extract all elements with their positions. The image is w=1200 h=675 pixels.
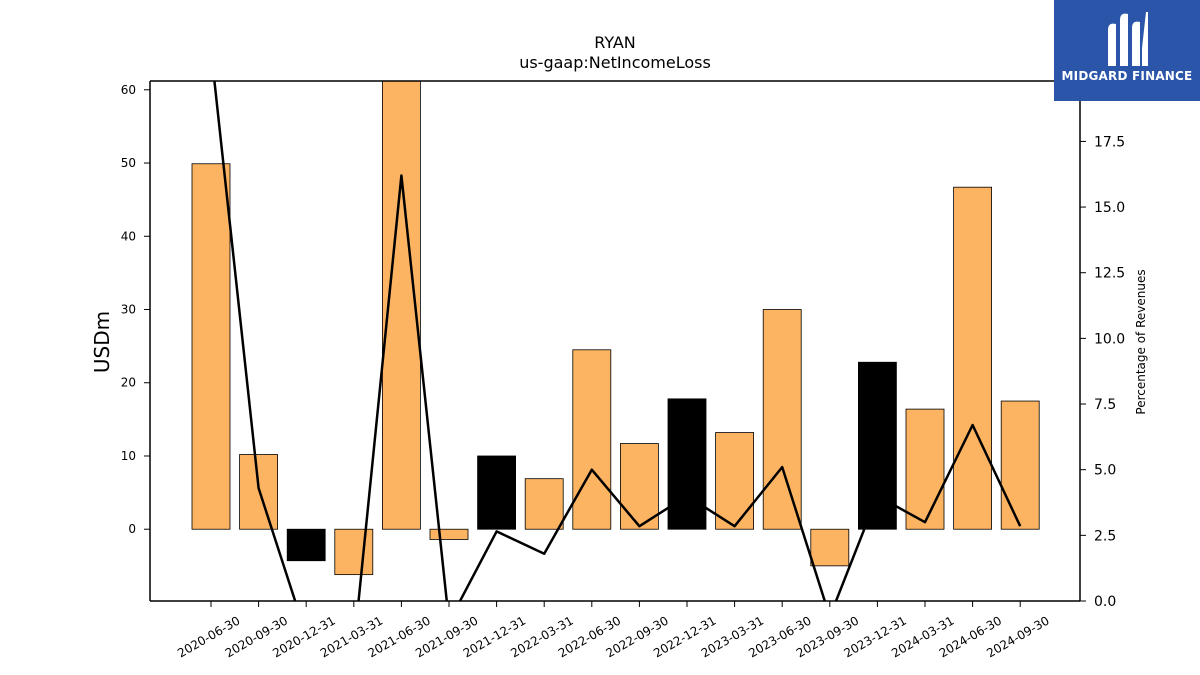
brand-logo: MIDGARD FINANCE bbox=[1054, 0, 1200, 101]
brand-name: MIDGARD FINANCE bbox=[1061, 69, 1193, 83]
bar bbox=[620, 443, 659, 530]
bar bbox=[334, 528, 374, 576]
y2-tick-label: 5.0 bbox=[1094, 463, 1116, 479]
bar bbox=[572, 349, 612, 530]
y2-tick-label: 2.5 bbox=[1094, 528, 1116, 544]
y-tick-label: 0 bbox=[128, 522, 136, 536]
bar bbox=[715, 432, 754, 530]
bar bbox=[191, 163, 231, 530]
chart-subtitle: us-gaap:NetIncomeLoss bbox=[519, 53, 711, 72]
bar bbox=[762, 309, 802, 530]
bar bbox=[810, 528, 850, 567]
bar bbox=[286, 528, 326, 562]
y2-axis-label: Percentage of Revenues bbox=[1134, 269, 1148, 414]
bar bbox=[953, 186, 992, 530]
plot-area: 0 10 20 30 40 50 60 0.0 2.5 5.0 7.5 10.0 12.5 15.0 17.… bbox=[121, 80, 1125, 660]
bar bbox=[858, 361, 897, 530]
midgard-logo-icon bbox=[1108, 12, 1148, 67]
y-tick-label: 30 bbox=[121, 303, 136, 317]
y2-tick-label: 15.0 bbox=[1094, 200, 1125, 216]
y2-tick-label: 7.5 bbox=[1094, 397, 1116, 413]
y2-tick-label: 0.0 bbox=[1094, 594, 1116, 610]
y2-tick-label: 10.0 bbox=[1094, 331, 1125, 347]
y2-tick-label: 17.5 bbox=[1094, 134, 1125, 150]
bar bbox=[1000, 400, 1040, 530]
y-tick-label: 60 bbox=[121, 83, 136, 97]
y2-tick-label: 12.5 bbox=[1094, 266, 1125, 282]
y-tick-label: 40 bbox=[121, 229, 136, 243]
bar bbox=[667, 398, 707, 530]
percentage-line bbox=[213, 81, 1022, 601]
bar bbox=[477, 455, 517, 530]
bar bbox=[905, 408, 945, 530]
y-tick-label: 20 bbox=[121, 376, 136, 390]
bar bbox=[429, 528, 469, 540]
y-tick-label: 50 bbox=[121, 156, 136, 170]
bar bbox=[524, 478, 564, 530]
y-tick-label: 10 bbox=[121, 449, 136, 463]
y-axis-label: USDm bbox=[90, 311, 114, 373]
chart-title: RYAN bbox=[594, 33, 636, 52]
